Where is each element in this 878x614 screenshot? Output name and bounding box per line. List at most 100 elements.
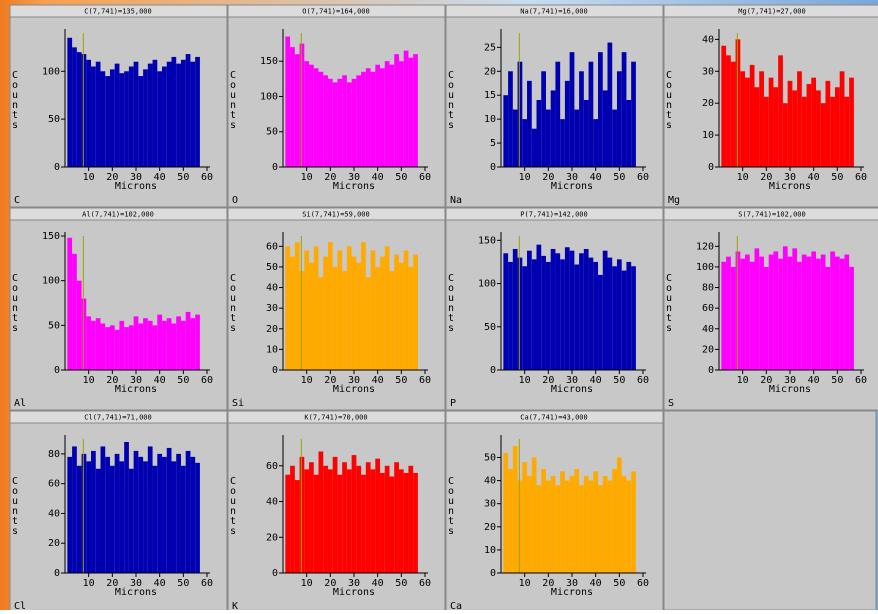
y-tick-label: 0 xyxy=(490,568,496,579)
x-tick-label: 10 xyxy=(519,578,531,589)
element-label: Mg xyxy=(668,195,680,206)
x-tick-label: 50 xyxy=(831,172,843,183)
bar xyxy=(522,119,528,167)
bar xyxy=(109,465,115,573)
bar xyxy=(337,78,343,167)
x-axis-label: Microns xyxy=(769,384,811,395)
bar xyxy=(180,59,186,167)
bar xyxy=(579,71,584,167)
y-tick-label: 0 xyxy=(708,365,714,376)
bar xyxy=(152,59,158,167)
element-label: P xyxy=(450,398,456,409)
bar xyxy=(754,248,760,370)
bar xyxy=(346,82,352,167)
bar xyxy=(806,256,812,370)
bar xyxy=(351,78,357,167)
bar xyxy=(370,250,376,370)
bar xyxy=(72,253,77,370)
bar xyxy=(318,71,324,167)
bar xyxy=(342,271,347,370)
bar xyxy=(147,320,153,370)
x-tick-label: 10 xyxy=(301,375,313,386)
bar xyxy=(763,266,769,370)
y-tick-label: 0 xyxy=(272,162,278,173)
x-tick-label: 30 xyxy=(566,172,578,183)
x-tick-label: 60 xyxy=(201,578,213,589)
x-tick-label: 20 xyxy=(324,375,336,386)
bar xyxy=(76,52,82,168)
panel-title-bar xyxy=(9,4,228,18)
bar xyxy=(541,71,546,167)
bar xyxy=(555,485,561,573)
y-tick-label: 30 xyxy=(484,499,496,510)
x-axis-label: Microns xyxy=(769,181,811,192)
y-tick-label: 150 xyxy=(478,235,496,246)
bar xyxy=(327,469,333,573)
bar xyxy=(114,63,120,167)
bar xyxy=(190,318,196,370)
x-tick-label: 10 xyxy=(301,578,313,589)
x-axis-label: Microns xyxy=(551,587,593,598)
bar xyxy=(327,78,333,167)
y-tick-label: 10 xyxy=(266,344,278,355)
bar xyxy=(830,96,835,167)
bar xyxy=(337,250,343,370)
bar xyxy=(792,248,798,370)
bar xyxy=(607,42,613,168)
x-tick-label: 30 xyxy=(348,578,360,589)
bar xyxy=(365,277,371,370)
panel-title-bar xyxy=(9,207,228,221)
bar xyxy=(86,59,92,167)
bar xyxy=(598,485,603,573)
bar xyxy=(81,298,87,370)
bar xyxy=(176,453,181,573)
bar xyxy=(119,461,125,573)
bar xyxy=(133,61,139,167)
bar xyxy=(351,455,357,573)
bar xyxy=(138,76,144,167)
x-tick-label: 10 xyxy=(301,172,313,183)
bar xyxy=(304,61,310,167)
bar xyxy=(564,480,570,573)
bar xyxy=(593,119,599,167)
bar xyxy=(195,314,200,370)
x-tick-label: 60 xyxy=(637,578,649,589)
x-tick-label: 50 xyxy=(177,578,189,589)
x-tick-label: 60 xyxy=(637,172,649,183)
x-tick-label: 30 xyxy=(348,375,360,386)
bar xyxy=(560,471,565,573)
bar xyxy=(522,462,528,573)
x-tick-label: 20 xyxy=(324,578,336,589)
bar xyxy=(361,242,366,370)
bar xyxy=(323,75,328,167)
y-tick-label: 20 xyxy=(266,532,278,543)
bar xyxy=(541,255,546,370)
bar xyxy=(162,456,167,573)
x-tick-label: 20 xyxy=(760,375,772,386)
bar xyxy=(555,253,561,370)
element-label: C xyxy=(14,195,20,206)
y-tick-label: 60 xyxy=(266,461,278,472)
y-tick-label: 0 xyxy=(708,162,714,173)
bar xyxy=(356,75,362,167)
y-tick-label: 30 xyxy=(702,66,714,77)
x-tick-label: 40 xyxy=(372,375,384,386)
x-tick-label: 50 xyxy=(395,172,407,183)
bar xyxy=(621,52,627,168)
x-tick-label: 20 xyxy=(106,578,118,589)
bar xyxy=(356,262,362,370)
bar xyxy=(403,50,409,168)
y-tick-label: 100 xyxy=(42,66,60,77)
x-tick-label: 10 xyxy=(83,375,95,386)
bar xyxy=(593,471,599,573)
y-tick-label: 100 xyxy=(478,279,496,290)
bar xyxy=(109,325,115,370)
element-label: Cl xyxy=(14,601,26,610)
bar xyxy=(67,456,73,573)
bar xyxy=(105,327,110,370)
y-tick-label: 20 xyxy=(702,344,714,355)
y-tick-label: 0 xyxy=(272,568,278,579)
y-tick-label: 0 xyxy=(490,162,496,173)
bar xyxy=(745,254,750,370)
